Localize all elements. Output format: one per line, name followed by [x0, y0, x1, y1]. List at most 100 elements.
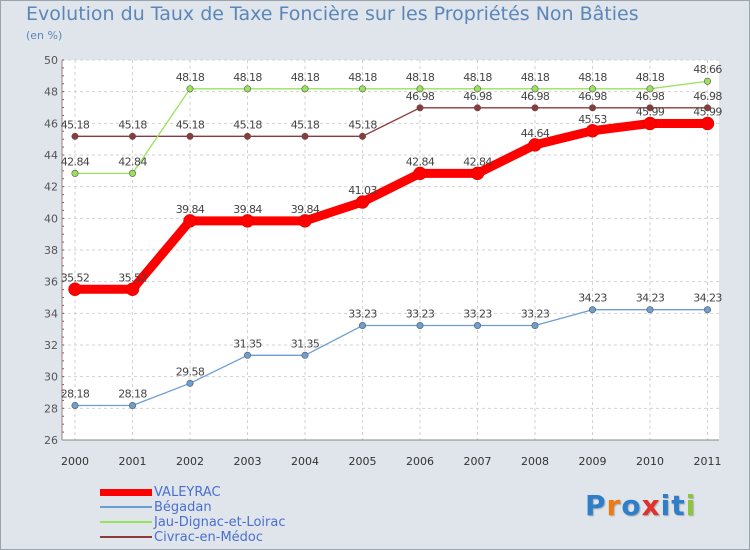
- y-tick-label: 38: [44, 244, 58, 257]
- data-point-begadan: [416, 322, 424, 330]
- data-label-begadan: 34.23: [578, 292, 607, 305]
- data-point-jau-dignac-et-loirac: [646, 85, 654, 93]
- legend-swatch-begadan: [100, 506, 152, 508]
- legend-item-begadan: Bégadan: [100, 499, 212, 515]
- data-point-jau-dignac-et-loirac: [531, 85, 539, 93]
- data-label-valeyrac: 44.64: [521, 127, 550, 140]
- legend-label: Jau-Dignac-et-Loirac: [154, 514, 286, 530]
- data-point-begadan: [646, 306, 654, 314]
- data-label-valeyrac: 45.53: [578, 113, 607, 126]
- data-label-jau-dignac-et-loirac: 48.18: [233, 71, 262, 84]
- x-tick-label: 2005: [349, 455, 377, 468]
- legend-label: VALEYRAC: [154, 484, 221, 500]
- data-point-begadan: [186, 379, 194, 387]
- data-label-begadan: 33.23: [406, 308, 435, 321]
- data-label-jau-dignac-et-loirac: 48.66: [693, 63, 722, 76]
- data-label-valeyrac: 42.84: [406, 155, 435, 168]
- legend-label: Bégadan: [154, 499, 212, 515]
- data-point-valeyrac: [183, 214, 197, 228]
- data-label-valeyrac: 35.52: [118, 271, 147, 284]
- x-tick-label: 2007: [464, 455, 492, 468]
- x-tick-label: 2003: [234, 455, 262, 468]
- legend-label: Civrac-en-Médoc: [154, 529, 264, 545]
- logo-letter: x: [641, 489, 661, 522]
- data-label-civrac-en-medoc: 45.18: [176, 118, 205, 131]
- legend-swatch-valeyrac: [100, 488, 152, 496]
- data-label-jau-dignac-et-loirac: 48.18: [291, 71, 320, 84]
- data-point-jau-dignac-et-loirac: [129, 169, 137, 177]
- data-label-valeyrac: 39.84: [291, 203, 320, 216]
- data-point-valeyrac: [470, 166, 485, 181]
- logo-letter: i: [685, 489, 697, 522]
- data-label-jau-dignac-et-loirac: 48.18: [578, 71, 607, 84]
- legend-swatch-jau-dignac-et-loirac: [100, 521, 152, 523]
- chart-title: Evolution du Taux de Taxe Foncière sur l…: [26, 3, 639, 25]
- data-label-civrac-en-medoc: 46.98: [463, 90, 492, 103]
- legend-item-jau-dignac-et-loirac: Jau-Dignac-et-Loirac: [100, 514, 285, 530]
- data-label-civrac-en-medoc: 45.18: [118, 118, 147, 131]
- y-tick-label: 44: [44, 149, 58, 162]
- logo-letter: r: [606, 489, 622, 522]
- data-point-jau-dignac-et-loirac: [186, 85, 194, 93]
- data-label-jau-dignac-et-loirac: 48.18: [463, 71, 492, 84]
- data-label-begadan: 33.23: [521, 308, 550, 321]
- data-point-jau-dignac-et-loirac: [416, 85, 424, 93]
- x-tick-label: 2008: [521, 455, 549, 468]
- data-point-civrac-en-medoc: [531, 104, 539, 112]
- data-point-valeyrac: [240, 214, 255, 228]
- data-point-begadan: [703, 306, 711, 314]
- y-tick-label: 36: [44, 276, 58, 289]
- data-label-begadan: 34.23: [636, 292, 665, 305]
- data-point-begadan: [301, 351, 309, 359]
- x-tick-label: 2009: [579, 455, 607, 468]
- x-tick-label: 2000: [61, 455, 89, 468]
- data-label-civrac-en-medoc: 45.18: [348, 118, 377, 131]
- data-point-civrac-en-medoc: [244, 132, 252, 140]
- y-axis-unit: (en %): [26, 29, 63, 42]
- y-tick-label: 46: [44, 117, 58, 130]
- data-label-valeyrac: 42.84: [463, 155, 492, 168]
- data-label-valeyrac: 35.52: [61, 271, 90, 284]
- data-point-begadan: [129, 401, 137, 409]
- x-tick-label: 2006: [406, 455, 434, 468]
- data-point-civrac-en-medoc: [129, 132, 137, 140]
- x-tick-label: 2002: [176, 455, 204, 468]
- legend-item-civrac-en-medoc: Civrac-en-Médoc: [100, 529, 263, 545]
- x-tick-label: 2011: [694, 455, 722, 468]
- data-point-jau-dignac-et-loirac: [588, 85, 596, 93]
- data-point-jau-dignac-et-loirac: [71, 169, 79, 177]
- data-label-jau-dignac-et-loirac: 42.84: [61, 155, 90, 168]
- data-label-begadan: 29.58: [176, 365, 205, 378]
- data-label-civrac-en-medoc: 45.18: [61, 118, 90, 131]
- data-point-valeyrac: [68, 282, 82, 297]
- data-point-valeyrac: [413, 166, 427, 181]
- data-label-civrac-en-medoc: 46.98: [406, 90, 435, 103]
- data-label-begadan: 31.35: [291, 337, 320, 350]
- data-label-valeyrac: 45.99: [636, 105, 665, 118]
- data-point-civrac-en-medoc: [646, 104, 654, 112]
- y-tick-label: 42: [44, 181, 58, 194]
- data-label-jau-dignac-et-loirac: 48.18: [636, 71, 665, 84]
- data-point-civrac-en-medoc: [703, 104, 711, 112]
- y-tick-label: 28: [44, 402, 58, 415]
- data-point-jau-dignac-et-loirac: [301, 85, 309, 93]
- data-point-begadan: [71, 401, 79, 409]
- data-label-civrac-en-medoc: 46.98: [521, 90, 550, 103]
- data-point-valeyrac: [585, 124, 600, 138]
- data-label-civrac-en-medoc: 45.18: [233, 118, 262, 131]
- legend-swatch-civrac-en-medoc: [100, 536, 152, 538]
- data-point-civrac-en-medoc: [588, 104, 596, 112]
- data-label-jau-dignac-et-loirac: 48.18: [348, 71, 377, 84]
- x-tick-label: 2001: [119, 455, 147, 468]
- data-point-begadan: [244, 351, 252, 359]
- data-point-civrac-en-medoc: [71, 132, 79, 140]
- proxiti-logo: Proxiti: [585, 489, 696, 522]
- data-label-jau-dignac-et-loirac: 48.18: [406, 71, 435, 84]
- data-label-jau-dignac-et-loirac: 42.84: [118, 155, 147, 168]
- data-label-valeyrac: 45.99: [693, 105, 722, 118]
- logo-letter: i: [660, 489, 672, 522]
- data-label-begadan: 31.35: [233, 337, 262, 350]
- data-point-begadan: [358, 322, 366, 330]
- data-label-civrac-en-medoc: 46.98: [578, 90, 607, 103]
- data-point-civrac-en-medoc: [358, 132, 366, 140]
